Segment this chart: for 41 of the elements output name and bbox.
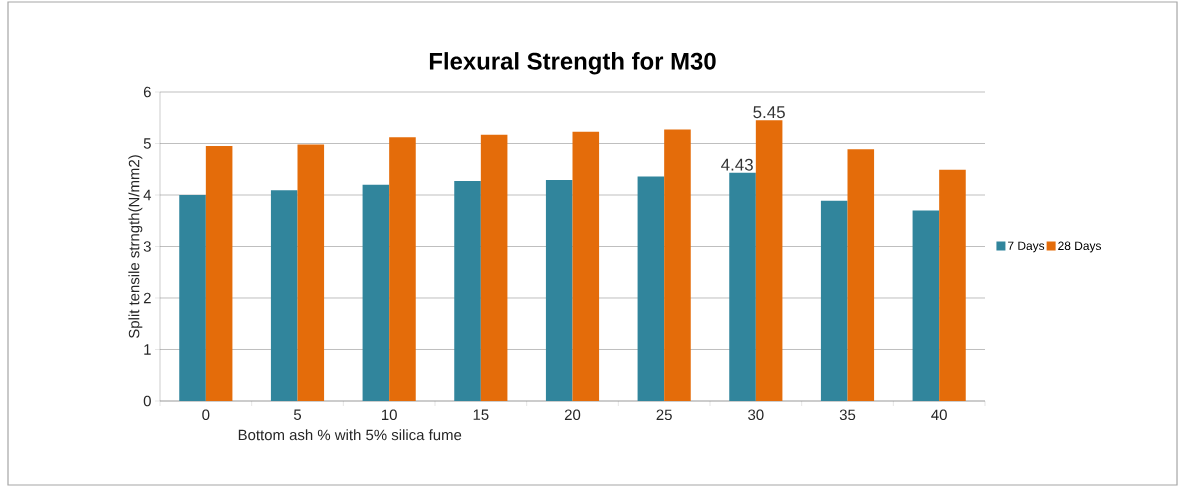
y-tick-label: 3 [143,241,151,252]
bar [270,190,298,401]
x-tick-label: 20 [564,409,581,421]
bar [755,120,783,401]
bar [729,172,756,401]
bar [847,149,875,401]
y-tick-label: 2 [143,292,151,304]
bar [205,146,233,401]
bar [820,200,848,401]
bar [454,181,481,401]
x-axis-title: Bottom ash % with 5% silica fume [238,429,462,441]
y-tick-label: 5 [143,138,151,149]
bar [572,131,600,401]
y-axis-title: Split tensile strngth(N/mm2) [128,155,143,339]
x-tick-label: 15 [473,409,489,420]
bar [545,180,573,401]
y-tick-label: 4 [143,189,152,201]
bar [480,134,508,401]
bar [637,176,665,401]
bar [939,169,966,401]
y-tick-label: 0 [143,395,151,407]
bar [362,184,390,401]
data-label: 5.45 [753,106,785,119]
chart-title: Flexural Strength for M30 [429,52,716,75]
bar [389,137,416,401]
bar [912,210,940,401]
x-tick-label: 0 [202,409,210,421]
data-label: 4.43 [721,158,753,171]
x-tick-label: 25 [656,409,672,421]
x-tick-label: 40 [931,409,947,421]
x-tick-label: 35 [839,409,856,421]
legend-label: 7 Days [1008,241,1045,253]
legend-label: 28 Days [1058,241,1102,253]
bar [179,195,206,401]
y-tick-label: 6 [143,86,151,98]
x-tick-label: 30 [748,409,764,421]
bar [297,144,325,401]
bar [664,129,691,401]
x-tick-label: 10 [382,409,397,421]
x-tick-label: 5 [293,409,302,420]
y-tick-label: 1 [144,344,151,355]
